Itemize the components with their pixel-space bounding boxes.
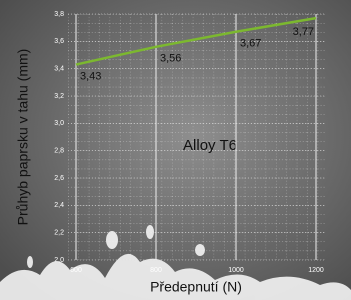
y-tick-label: 2,2 (54, 230, 64, 237)
y-tick-label: 2,4 (54, 202, 64, 209)
y-axis-label: Průhyb paprsku v tahu (mm) (15, 49, 31, 226)
chart: Alloy T6 Předepnutí (N) Průhyb paprsku v… (0, 0, 351, 300)
chart-title: Alloy T6 (183, 137, 237, 154)
data-label: 3,67 (240, 38, 261, 50)
page: Alloy T6 Předepnutí (N) Průhyb paprsku v… (0, 0, 351, 300)
y-tick-label: 3,8 (54, 11, 64, 18)
x-tick-label: 600 (70, 267, 82, 274)
y-tick-label: 2,0 (54, 257, 64, 264)
y-tick-label: 2,8 (54, 148, 64, 155)
x-tick-label: 800 (150, 267, 162, 274)
data-label: 3,56 (160, 53, 181, 65)
y-tick-label: 3,2 (54, 93, 64, 100)
y-tick-label: 3,0 (54, 120, 64, 127)
y-tick-label: 3,6 (54, 38, 64, 45)
y-tick-label: 2,6 (54, 175, 64, 182)
y-tick-label: 3,4 (54, 66, 64, 73)
data-label: 3,77 (293, 26, 314, 38)
x-axis-label: Předepnutí (N) (150, 279, 242, 295)
x-tick-label: 1200 (308, 267, 324, 274)
x-tick-label: 1000 (228, 267, 244, 274)
data-label: 3,43 (80, 70, 101, 82)
